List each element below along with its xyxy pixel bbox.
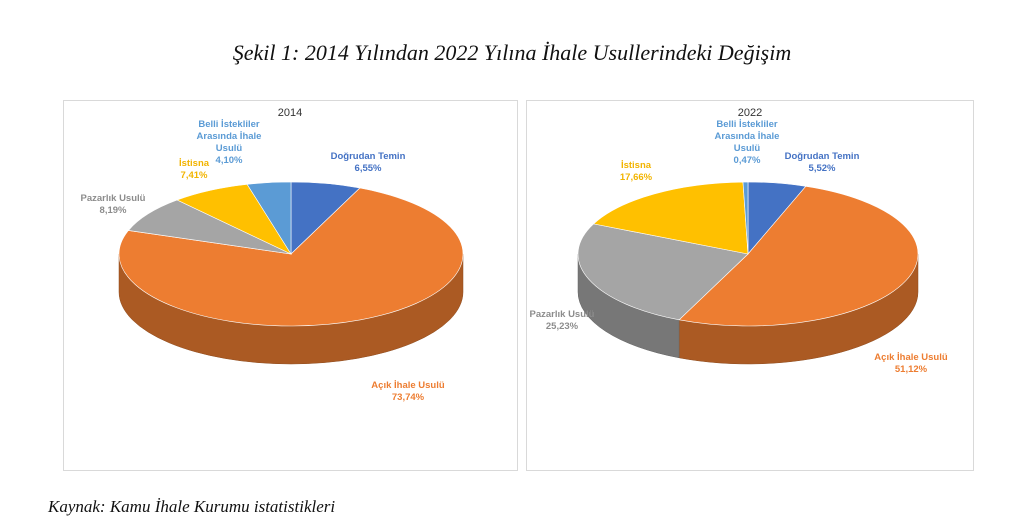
slice-name-text: Belli İstekliler — [198, 119, 260, 130]
slice-name-text: İstisna — [179, 158, 210, 169]
pie-slice-pazarlik-usulu — [127, 199, 292, 255]
slice-name-text: Doğrudan Temin — [331, 151, 406, 162]
pie-slice-belli-istekliler-arasinda-ihale-usulu — [246, 181, 292, 256]
slice-value-text: 51,12% — [895, 364, 928, 375]
pie-chart-2014: 2014 Doğrudan Temin 6,55% Açık İhale Usulü 7… — [63, 100, 518, 471]
slice-value-text: 73,74% — [392, 392, 425, 403]
source-note: Kaynak: Kamu İhale Kurumu istatistikleri — [48, 497, 336, 516]
chart-title: 2014 — [278, 107, 302, 119]
slice-name-text: Pazarlık Usulü — [81, 193, 146, 204]
slice-value-text: 4,10% — [216, 155, 243, 166]
slice-value-text: 17,66% — [620, 172, 653, 183]
slice-name-text: Açık İhale Usulü — [371, 380, 445, 391]
slice-value-text: 25,23% — [546, 321, 579, 332]
pie-slice-belli-istekliler-arasinda-ihale-usulu — [742, 181, 749, 255]
pie-slice-acik-ihale-usulu — [118, 187, 464, 327]
pie-slice-istisna — [592, 181, 749, 255]
slice-value-text: 8,19% — [100, 205, 127, 216]
slice-value-text: 5,52% — [809, 163, 836, 174]
slice-name-text: İstisna — [621, 160, 652, 171]
slice-value-text: 6,55% — [355, 163, 382, 174]
slice-name-text: Arasında İhale — [715, 131, 780, 142]
slice-name-text: Usulü — [734, 143, 761, 154]
slice-name-text: Arasında İhale — [197, 131, 262, 142]
pie-slice-acik-ihale-usulu — [678, 185, 919, 327]
slice-value-text: 0,47% — [734, 155, 761, 166]
chart-title: 2022 — [738, 107, 762, 119]
figure-title: Şekil 1: 2014 Yılından 2022 Yılına İhale… — [232, 40, 792, 65]
slice-name-text: Açık İhale Usulü — [874, 352, 948, 363]
slice-name-text: Pazarlık Usulü — [530, 309, 595, 320]
pie-chart-2022: 2022 Doğrudan Temin 5,52% Açık İhale Usulü 5… — [526, 100, 974, 471]
slice-name-text: Belli İstekliler — [716, 119, 778, 130]
slice-value-text: 7,41% — [181, 170, 208, 181]
slice-name-text: Usulü — [216, 143, 243, 154]
pie-slice-pazarlik-usulu — [577, 223, 749, 321]
slice-name-text: Doğrudan Temin — [785, 151, 860, 162]
